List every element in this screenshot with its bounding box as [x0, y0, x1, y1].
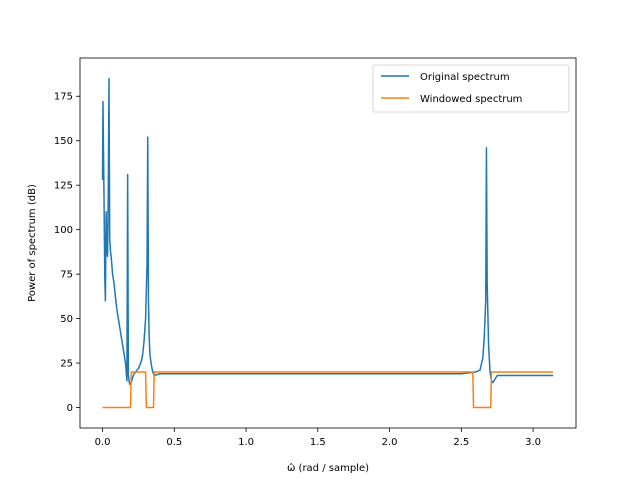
legend-label-windowed: Windowed spectrum — [420, 94, 522, 105]
axes-frame — [79, 57, 577, 429]
plot-area — [101, 77, 554, 409]
x-tick-label: 3.0 — [525, 437, 541, 448]
x-tick-label: 0.5 — [166, 437, 182, 448]
x-axis: 0.0 0.5 1.0 1.5 2.0 2.5 3.0 — [95, 428, 541, 448]
x-tick-label: 2.0 — [382, 437, 398, 448]
legend-label-original: Original spectrum — [420, 72, 510, 83]
legend: Original spectrum Windowed spectrum — [372, 64, 570, 113]
y-tick-label: 175 — [54, 92, 73, 103]
series-line-1 — [102, 371, 554, 409]
legend-box — [372, 64, 570, 113]
x-tick-label: 1.0 — [238, 437, 254, 448]
y-tick-label: 75 — [60, 270, 73, 281]
x-tick-label: 1.5 — [310, 437, 326, 448]
x-tick-label: 0.0 — [95, 437, 111, 448]
y-axis-label: Power of spectrum (dB) — [27, 184, 38, 302]
y-tick-label: 125 — [54, 181, 73, 192]
y-tick-label: 50 — [60, 314, 73, 325]
y-axis: 0 25 50 75 100 125 150 175 — [54, 92, 80, 414]
y-tick-label: 100 — [54, 225, 73, 236]
y-tick-label: 25 — [60, 359, 73, 370]
series-line-0 — [101, 77, 554, 386]
x-tick-label: 2.5 — [453, 437, 469, 448]
y-tick-label: 150 — [54, 136, 73, 147]
x-axis-label: ω̂ (rad / sample) — [287, 462, 369, 474]
y-tick-label: 0 — [67, 403, 73, 414]
